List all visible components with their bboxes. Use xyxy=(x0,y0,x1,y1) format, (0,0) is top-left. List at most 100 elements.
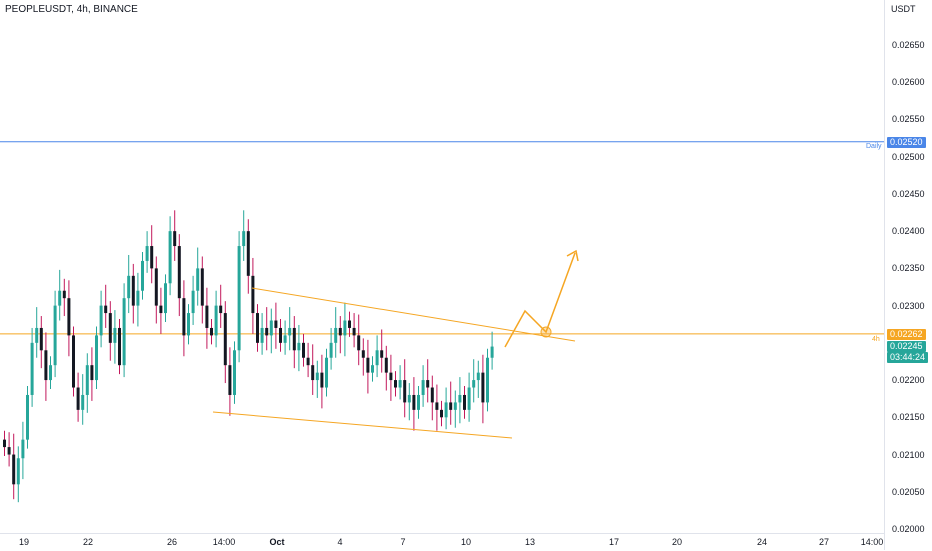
candle-body xyxy=(384,357,388,373)
candle-body xyxy=(352,327,356,336)
candle-body xyxy=(122,298,126,366)
candle-body xyxy=(490,346,494,358)
price-tick-label: 0.02300 xyxy=(892,300,925,311)
candle-body xyxy=(182,298,186,336)
time-tick-label: 20 xyxy=(671,537,683,547)
chart-area[interactable]: PEOPLEUSDT, 4h, BINANCE Daily 4h xyxy=(0,0,884,533)
symbol-title: PEOPLEUSDT, 4h, BINANCE xyxy=(5,4,138,15)
candle-body xyxy=(62,290,66,299)
candle-body xyxy=(150,246,154,269)
candle-body xyxy=(159,305,163,314)
price-tick-label: 0.02200 xyxy=(892,375,925,386)
candle-body xyxy=(343,320,347,336)
price-tick-label: 0.02500 xyxy=(892,151,925,162)
daily-level-tag: Daily xyxy=(866,143,882,150)
candle-body xyxy=(136,290,140,306)
breakout-target-marker xyxy=(540,326,552,338)
candle-body xyxy=(256,313,259,343)
candle-body xyxy=(21,439,25,459)
candle-body xyxy=(200,268,204,306)
projection-path xyxy=(504,252,576,348)
price-tick-label: 0.02400 xyxy=(892,226,925,237)
price-tick-label: 0.02650 xyxy=(892,40,925,50)
candle-body xyxy=(246,231,250,276)
candle-body xyxy=(297,342,301,351)
price-tick-label: 0.02150 xyxy=(892,412,925,423)
candle-body xyxy=(292,327,296,351)
candle-body xyxy=(366,357,370,373)
candle-body xyxy=(412,394,416,410)
time-tick-label: 26 xyxy=(166,537,178,547)
candle-body xyxy=(472,380,476,388)
time-tick-label: 10 xyxy=(460,537,472,547)
candle-body xyxy=(237,246,241,351)
candle-body xyxy=(269,320,273,336)
candle-body xyxy=(421,380,425,395)
h4-level-tag: 4h xyxy=(872,336,880,343)
price-tick-label: 0.02100 xyxy=(892,449,925,460)
projection-arrowhead xyxy=(566,249,579,262)
candle-body xyxy=(210,327,213,336)
candle-body xyxy=(329,342,333,358)
candle-body xyxy=(85,365,89,395)
candle-body xyxy=(251,275,255,314)
candle-body xyxy=(154,268,158,306)
candle-body xyxy=(348,320,351,328)
candle-body xyxy=(104,305,108,314)
candle-body xyxy=(233,350,236,395)
price-tick-label: 0.02550 xyxy=(892,114,925,125)
candle-body xyxy=(394,380,397,388)
time-tick-label: Oct xyxy=(269,537,285,547)
candle-body xyxy=(173,231,177,247)
time-tick-label: 22 xyxy=(82,537,94,547)
time-tick-label: 19 xyxy=(18,537,30,547)
candle-body xyxy=(274,320,278,328)
candle-body xyxy=(260,327,264,343)
candle-body xyxy=(196,268,200,291)
price-tick-label: 0.02000 xyxy=(892,524,925,534)
candle-body xyxy=(440,409,443,418)
candle-body xyxy=(315,372,319,381)
candle-body xyxy=(417,394,420,410)
candle-body xyxy=(12,454,16,485)
candle-body xyxy=(30,342,34,395)
candle-body xyxy=(16,458,20,485)
candle-body xyxy=(389,372,393,381)
candle-body xyxy=(449,402,453,410)
candle-body xyxy=(279,327,282,343)
candle-body xyxy=(228,365,232,395)
candle-body xyxy=(214,305,218,336)
candle-body xyxy=(113,327,117,343)
candle-body xyxy=(320,372,324,388)
chart-canvas[interactable] xyxy=(0,0,884,533)
time-axis[interactable]: 19 22 26 14:00 Oct 4 7 10 13 17 20 24 27 14:00 xyxy=(0,533,884,551)
candle-body xyxy=(191,290,195,314)
candle-body xyxy=(90,365,94,381)
price-tick-label: 0.02600 xyxy=(892,77,925,88)
candle-body xyxy=(53,305,57,366)
time-tick-label: 14:00 xyxy=(212,537,236,547)
price-tick-label: 0.02050 xyxy=(892,486,925,497)
price-axis[interactable]: USDT 0.02650 0.02600 0.02550 0.02500 0.02450… xyxy=(884,0,932,550)
candle-body xyxy=(164,283,167,314)
candle-body xyxy=(223,313,227,366)
candle-body xyxy=(334,327,338,343)
h4-level-price-tag: 0.02262 xyxy=(887,329,926,340)
candle-body xyxy=(375,350,379,366)
candle-body xyxy=(127,275,131,299)
candle-body xyxy=(145,246,149,261)
time-tick-label: 4 xyxy=(337,537,343,547)
candle-body xyxy=(302,342,305,358)
price-tick-label: 0.02350 xyxy=(892,263,925,274)
candle-body xyxy=(242,231,246,247)
candle-body xyxy=(39,327,43,351)
candle-body xyxy=(444,402,448,418)
candle-body xyxy=(481,372,485,403)
candle-body xyxy=(426,380,430,388)
price-axis-unit: USDT xyxy=(891,4,916,14)
candle-body xyxy=(467,387,471,410)
candle-body xyxy=(168,231,172,284)
daily-level-price-tag: 0.02520 xyxy=(887,137,926,148)
candle-body xyxy=(108,313,112,343)
candle-body xyxy=(288,327,292,336)
